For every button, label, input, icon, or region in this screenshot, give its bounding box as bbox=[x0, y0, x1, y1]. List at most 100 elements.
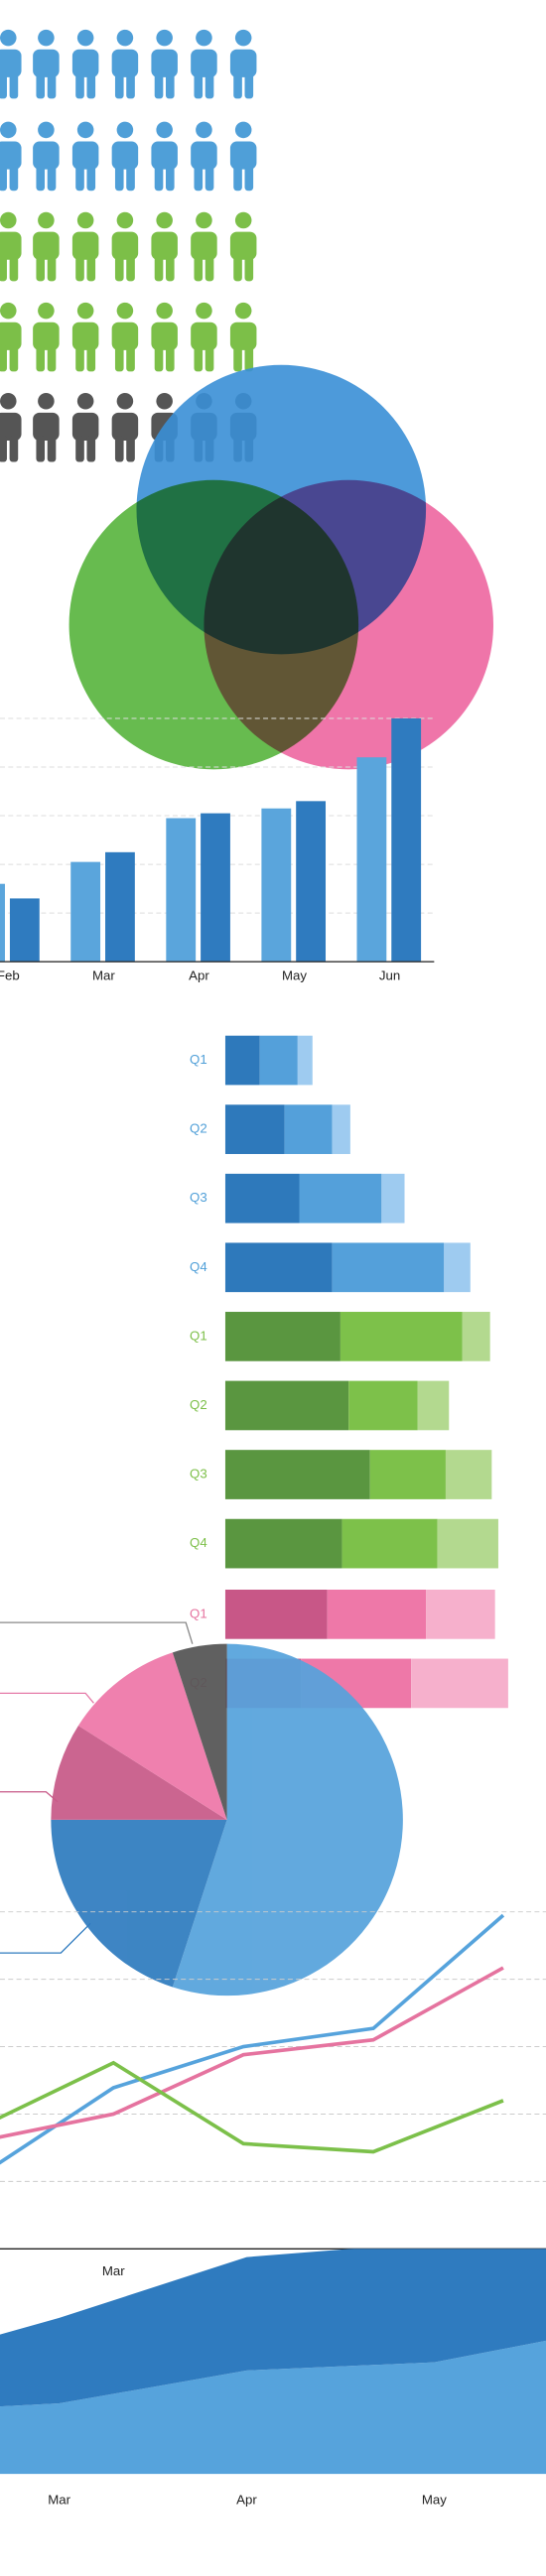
person-leg bbox=[194, 71, 204, 99]
bar-segment bbox=[224, 1242, 333, 1293]
person-icon bbox=[229, 29, 257, 99]
bar-segment bbox=[224, 1035, 260, 1086]
pie-slice bbox=[172, 1643, 403, 1996]
person-icon bbox=[33, 392, 60, 462]
person-leg bbox=[205, 71, 214, 99]
person-head bbox=[234, 121, 252, 139]
person-leg bbox=[114, 164, 124, 192]
person-body bbox=[191, 49, 217, 77]
pie-slice bbox=[51, 1819, 227, 1988]
leader-line bbox=[0, 1791, 59, 1803]
person-icon bbox=[111, 302, 139, 372]
person-icon bbox=[151, 29, 178, 99]
person-head bbox=[76, 302, 94, 320]
person-leg bbox=[244, 254, 254, 282]
bar-segment bbox=[437, 1518, 498, 1569]
person-body bbox=[191, 141, 217, 170]
bar bbox=[201, 813, 230, 963]
person-leg bbox=[9, 436, 19, 462]
person-leg bbox=[244, 71, 254, 99]
person-head bbox=[156, 121, 173, 139]
person-icon bbox=[191, 302, 217, 372]
person-leg bbox=[0, 164, 7, 192]
person-icon bbox=[191, 121, 217, 192]
person-icon bbox=[71, 211, 99, 282]
person-icon bbox=[33, 29, 60, 99]
person-leg bbox=[114, 436, 124, 462]
person-body bbox=[71, 231, 99, 260]
person-icon bbox=[111, 121, 139, 192]
x-tick-label: Feb bbox=[0, 968, 20, 983]
leader-line bbox=[0, 1692, 94, 1704]
person-leg bbox=[194, 344, 204, 372]
person-body bbox=[0, 322, 22, 350]
person-icon bbox=[111, 392, 139, 462]
y-tick-label: Q2 bbox=[190, 1397, 207, 1412]
person-leg bbox=[86, 436, 96, 462]
bar bbox=[0, 883, 5, 963]
person-head bbox=[116, 29, 134, 47]
person-icon bbox=[191, 29, 217, 99]
person-icon bbox=[71, 302, 99, 372]
person-body bbox=[111, 322, 139, 350]
x-tick-label: Apr bbox=[236, 2492, 257, 2507]
person-head bbox=[156, 29, 173, 47]
bar bbox=[261, 808, 292, 963]
y-tick-label: Q4 bbox=[190, 1259, 207, 1274]
person-head bbox=[234, 302, 252, 320]
y-tick-label: Q1 bbox=[190, 1606, 207, 1620]
bar bbox=[296, 801, 327, 963]
x-tick-label: Apr bbox=[189, 968, 209, 983]
x-tick-label: Jun bbox=[379, 968, 400, 983]
person-leg bbox=[194, 254, 204, 282]
bar-segment bbox=[340, 1312, 463, 1361]
person-leg bbox=[9, 164, 19, 192]
bar-segment bbox=[348, 1380, 418, 1431]
person-head bbox=[116, 392, 134, 410]
x-tick-label: Mar bbox=[48, 2492, 70, 2507]
person-leg bbox=[244, 344, 254, 372]
person-leg bbox=[0, 344, 7, 372]
x-tick-label: Mar bbox=[102, 2263, 125, 2278]
person-head bbox=[38, 302, 55, 320]
y-tick-label: Q3 bbox=[190, 1190, 207, 1205]
bar bbox=[70, 861, 101, 963]
person-leg bbox=[154, 344, 164, 372]
person-leg bbox=[75, 344, 84, 372]
person-icon bbox=[229, 211, 257, 282]
person-head bbox=[196, 302, 212, 320]
person-icon bbox=[111, 211, 139, 282]
person-leg bbox=[114, 71, 124, 99]
charts: FebMarAprMayJunQ1Q2Q3Q4Q1Q2Q3Q4Q1Q2MarAp… bbox=[0, 717, 546, 2507]
person-leg bbox=[205, 164, 214, 192]
person-icon bbox=[71, 392, 99, 462]
x-tick-label: May bbox=[422, 2492, 447, 2507]
person-icon bbox=[151, 121, 178, 192]
person-leg bbox=[47, 436, 57, 462]
person-leg bbox=[154, 71, 164, 99]
person-icon bbox=[151, 302, 178, 372]
person-head bbox=[156, 302, 173, 320]
person-body bbox=[229, 141, 257, 170]
person-leg bbox=[244, 164, 254, 192]
person-body bbox=[33, 322, 60, 350]
line-series bbox=[0, 1966, 504, 2139]
bar-segment bbox=[299, 1173, 382, 1224]
person-leg bbox=[126, 71, 135, 99]
line-series bbox=[0, 1913, 505, 2165]
leader-line bbox=[0, 1621, 194, 1644]
person-leg bbox=[114, 344, 124, 372]
person-leg bbox=[165, 344, 175, 372]
person-body bbox=[33, 231, 60, 260]
bar-segment bbox=[259, 1035, 298, 1086]
person-body bbox=[229, 322, 257, 350]
area-series bbox=[0, 2249, 546, 2407]
y-tick-label: Q1 bbox=[190, 1328, 207, 1343]
person-body bbox=[33, 49, 60, 77]
person-head bbox=[0, 211, 17, 229]
person-leg bbox=[233, 254, 242, 282]
bar-segment bbox=[224, 1104, 285, 1154]
person-head bbox=[76, 211, 94, 229]
